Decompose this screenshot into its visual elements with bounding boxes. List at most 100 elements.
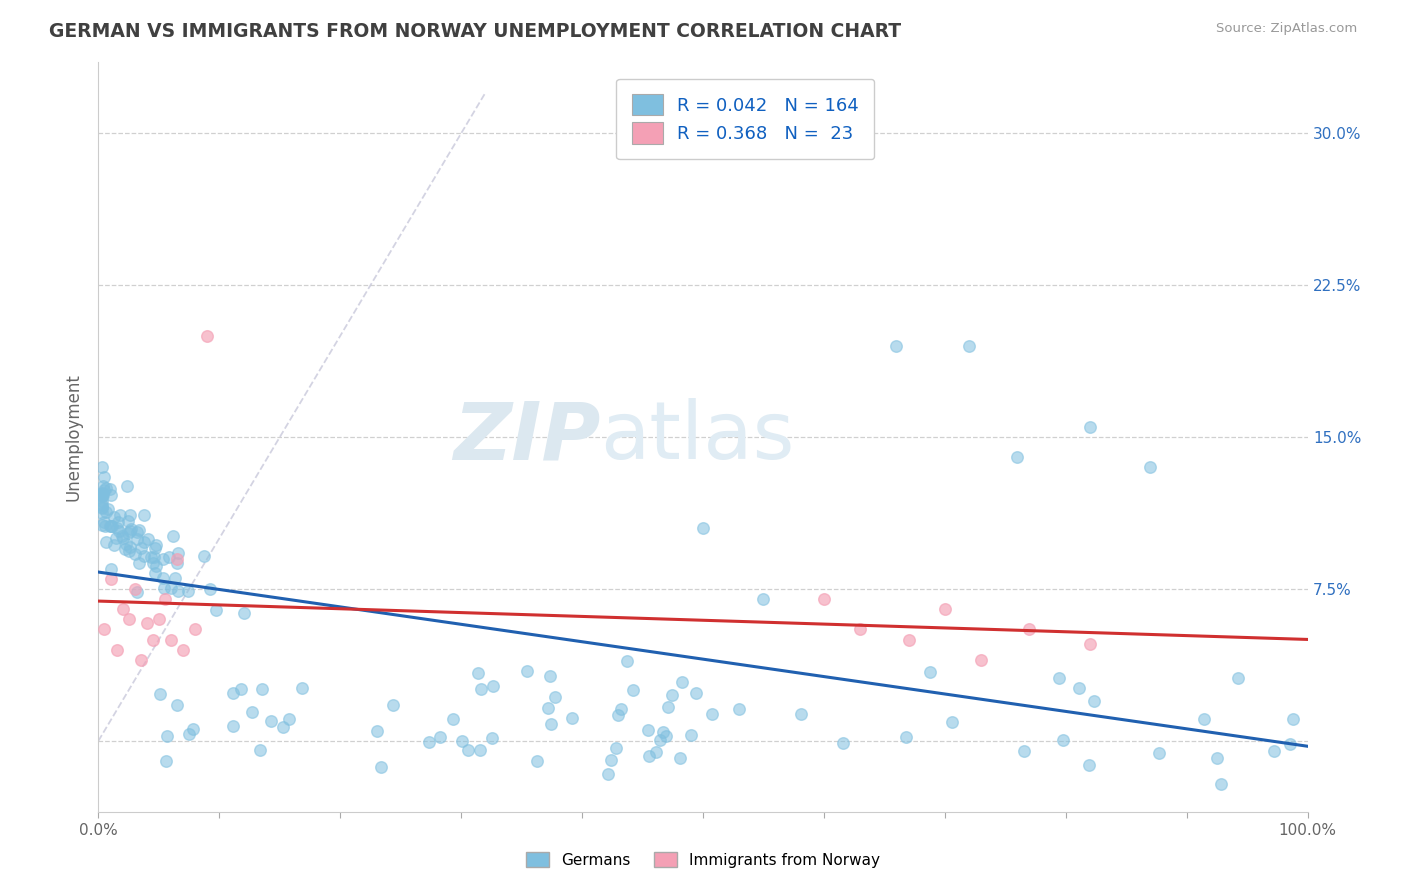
Point — [1192, 712, 1215, 726]
Point — [91, 459, 114, 474]
Point — [145, 538, 167, 552]
Point — [100, 518, 122, 533]
Point — [118, 540, 141, 554]
Point — [143, 549, 166, 564]
Point — [661, 688, 683, 702]
Point — [91, 518, 114, 533]
Text: ZIP: ZIP — [453, 398, 600, 476]
Point — [1209, 777, 1232, 791]
Point — [153, 592, 176, 607]
Point — [91, 487, 114, 501]
Point — [600, 753, 623, 767]
Point — [91, 488, 114, 502]
Point — [143, 566, 166, 581]
Point — [91, 493, 114, 508]
Point — [148, 612, 170, 626]
Point — [112, 532, 135, 546]
Point — [166, 546, 188, 560]
Point — [166, 556, 188, 570]
Point — [160, 632, 183, 647]
Point — [93, 470, 115, 484]
Point — [457, 742, 479, 756]
Point — [142, 632, 165, 647]
Point — [1047, 671, 1070, 685]
Point — [291, 681, 314, 695]
Point — [149, 687, 172, 701]
Point — [96, 481, 118, 495]
Point — [1012, 744, 1035, 758]
Point — [156, 729, 179, 743]
Point — [657, 700, 679, 714]
Point — [1279, 737, 1302, 751]
Point — [481, 731, 503, 745]
Point — [540, 717, 562, 731]
Point — [607, 708, 630, 723]
Point — [143, 541, 166, 555]
Point — [166, 698, 188, 712]
Point — [124, 582, 146, 596]
Point — [105, 531, 128, 545]
Point — [249, 743, 271, 757]
Point — [700, 707, 723, 722]
Point — [941, 715, 963, 730]
Point — [166, 583, 188, 598]
Point — [91, 478, 114, 492]
Point — [441, 712, 464, 726]
Point — [93, 483, 115, 498]
Point — [193, 549, 215, 563]
Point — [141, 550, 163, 565]
Point — [526, 754, 548, 768]
Point — [1078, 758, 1101, 772]
Point — [115, 537, 138, 551]
Point — [232, 606, 254, 620]
Point — [118, 543, 141, 558]
Point — [127, 584, 149, 599]
Point — [91, 500, 114, 515]
Point — [644, 745, 666, 759]
Point — [118, 612, 141, 626]
Point — [516, 664, 538, 678]
Point — [205, 603, 228, 617]
Point — [200, 582, 222, 596]
Point — [651, 725, 673, 739]
Point — [152, 552, 174, 566]
Point — [1078, 420, 1101, 434]
Point — [94, 505, 117, 519]
Point — [957, 339, 980, 353]
Point — [1067, 681, 1090, 695]
Point — [98, 519, 121, 533]
Point — [1226, 672, 1249, 686]
Point — [669, 751, 692, 765]
Point — [692, 521, 714, 535]
Point — [837, 136, 859, 151]
Point — [124, 548, 146, 562]
Point — [97, 502, 120, 516]
Point — [134, 534, 156, 549]
Point — [136, 532, 159, 546]
Point — [135, 616, 157, 631]
Point — [468, 743, 491, 757]
Point — [152, 571, 174, 585]
Point — [544, 690, 567, 705]
Point — [467, 666, 489, 681]
Point — [897, 632, 920, 647]
Point — [172, 642, 194, 657]
Point — [918, 665, 941, 679]
Point — [222, 719, 245, 733]
Point — [93, 518, 115, 533]
Point — [100, 488, 122, 502]
Point — [681, 728, 703, 742]
Point — [790, 706, 813, 721]
Point — [103, 538, 125, 552]
Point — [103, 509, 125, 524]
Point — [184, 623, 207, 637]
Point — [108, 524, 131, 538]
Point — [970, 653, 993, 667]
Point — [813, 592, 835, 607]
Point — [117, 514, 139, 528]
Point — [111, 529, 134, 543]
Point — [1018, 623, 1040, 637]
Point — [105, 521, 128, 535]
Point — [142, 556, 165, 570]
Point — [108, 508, 131, 523]
